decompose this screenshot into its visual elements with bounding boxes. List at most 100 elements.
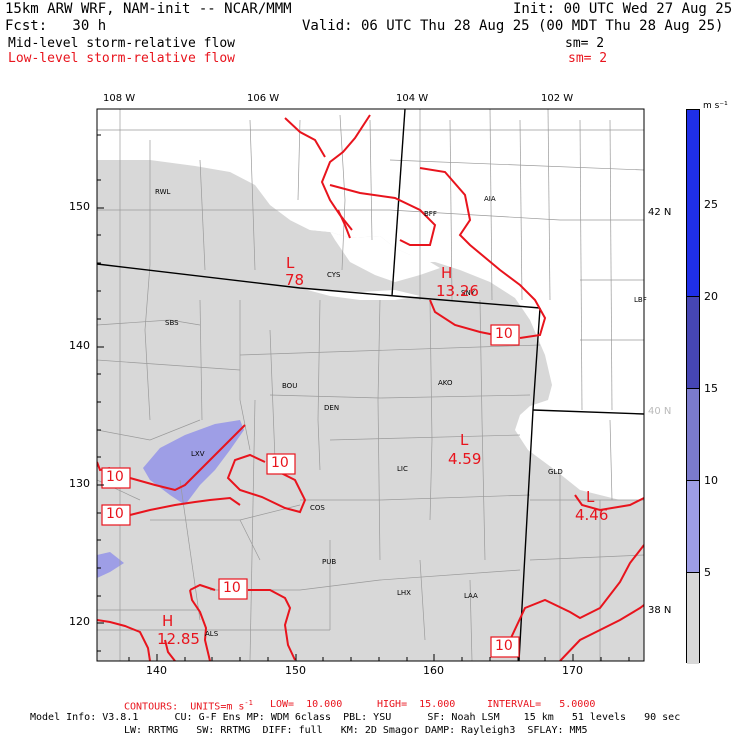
contours [97, 114, 644, 661]
field1-smoothing: sm= 2 [565, 36, 605, 51]
contour-label: 10 [495, 638, 513, 654]
x-tick-150: 150 [285, 664, 306, 677]
station-lhx: LHX [397, 589, 411, 597]
center-l-3-symbol: L [586, 488, 595, 506]
contour-bff [329, 184, 437, 246]
colorbar-label-25: 25 [704, 198, 718, 211]
shade-5-10-region [97, 160, 644, 661]
forecast-hour: Fcst: 30 h [5, 18, 107, 34]
center-h-1-value: 13.26 [436, 282, 479, 300]
station-pub: PUB [322, 558, 337, 566]
colorbar-label-15: 15 [704, 382, 718, 395]
contour-gld [574, 494, 644, 512]
colorbar-label-20: 20 [704, 290, 718, 303]
lat-label-40n: 40 N [648, 406, 672, 417]
contour-aia [419, 167, 547, 339]
init-time: Init: 00 UTC Wed 27 Aug 25 [513, 1, 733, 17]
station-ako: AKO [438, 379, 453, 387]
valid-time: Valid: 06 UTC Thu 28 Aug 25 (00 MDT Thu … [302, 18, 724, 34]
field2-title: Low-level storm-relative flow [8, 51, 235, 66]
station-aia: AIA [484, 195, 496, 203]
contour-label-boxes [101, 324, 520, 658]
bottom-ticks [128, 654, 630, 661]
center-l-2-symbol: L [460, 431, 469, 449]
contour-top-3 [337, 209, 351, 239]
station-cys: CYS [327, 271, 341, 279]
footer-interval: INTERVAL= 5.0000 [487, 699, 596, 710]
lat-label-38n: 38 N [648, 605, 672, 616]
station-laa: LAA [464, 592, 478, 600]
footer-low: LOW= 10.000 [270, 699, 343, 710]
lon-label-102w: 102 W [541, 93, 574, 104]
contour-cos [226, 453, 307, 514]
colorbar-segment-10-15 [687, 480, 699, 572]
footer-high: HIGH= 15.000 [377, 699, 456, 710]
colorbar-segment-25plus [687, 110, 699, 296]
colorbar-segment-15-20 [687, 388, 699, 480]
field2-smoothing: sm= 2 [568, 51, 608, 66]
x-tick-140: 140 [146, 664, 167, 677]
contour-center-2 [248, 589, 296, 661]
station-lbf: LBF [634, 296, 647, 304]
contour-label: 10 [106, 469, 124, 485]
station-sny: SNY [461, 289, 475, 297]
footer-model-info-2: LW: RRTMG SW: RRTMG DIFF: full KM: 2D Sm… [124, 725, 588, 736]
center-h-2-value: 12.85 [157, 630, 200, 648]
y-tick-130: 130 [69, 477, 90, 490]
footer-model-info-1: Model Info: V3.8.1 CU: G-F Ens MP: WDM 6… [30, 712, 681, 723]
left-ticks [97, 134, 104, 652]
x-tick-170: 170 [562, 664, 583, 677]
lon-label-106w: 106 W [247, 93, 280, 104]
contour-br-2 [559, 604, 644, 661]
ne-ks-border [532, 409, 644, 415]
wy-co-ne-border [97, 263, 541, 309]
lon-label-104w: 104 W [396, 93, 429, 104]
center-h-2-symbol: H [162, 612, 174, 630]
contour-left-2 [129, 496, 241, 516]
station-als: ALS [205, 630, 219, 638]
lon-label-108w: 108 W [103, 93, 136, 104]
station-cos: COS [310, 504, 325, 512]
wy-ne-border [391, 109, 406, 297]
contour-top-1 [284, 117, 326, 158]
county-lines [97, 109, 644, 661]
center-l-2-value: 4.59 [448, 450, 482, 468]
contour-label: 10 [223, 580, 241, 596]
colorbar-units: m s⁻¹ [703, 101, 728, 111]
lat-label-42n: 42 N [648, 207, 672, 218]
shade-10-15-region-2 [97, 552, 124, 578]
contour-br-1 [509, 544, 644, 641]
contour-label: 10 [271, 455, 289, 471]
colorbar-segment-5-10 [687, 572, 699, 664]
colorbar-label-10: 10 [704, 474, 718, 487]
contour-left-1 [129, 424, 246, 492]
map-frame [96, 108, 645, 662]
y-tick-150: 150 [69, 200, 90, 213]
x-tick-160: 160 [423, 664, 444, 677]
model-title: 15km ARW WRF, NAM-init -- NCAR/MMM [5, 1, 292, 17]
center-l-1-value: 78 [285, 271, 305, 289]
field1-title: Mid-level storm-relative flow [8, 36, 235, 51]
station-gld: GLD [548, 468, 563, 476]
contour-center-1 [189, 583, 216, 591]
colorbar-label-5: 5 [704, 566, 711, 579]
contour-center-3 [189, 589, 211, 661]
shade-10-15-region [143, 420, 244, 505]
station-lxv: LXV [191, 450, 205, 458]
contour-bottom-left-2 [164, 639, 176, 661]
footer-contours: CONTOURS: UNITS=m s-1 [124, 699, 253, 713]
contour-bottom-left [97, 619, 151, 661]
contour-label: 10 [106, 506, 124, 522]
contour-label: 10 [495, 326, 513, 342]
state-borders [97, 109, 644, 661]
station-bou: BOU [282, 382, 298, 390]
shade-gap [290, 185, 440, 282]
y-tick-120: 120 [69, 615, 90, 628]
station-bff: BFF [424, 210, 437, 218]
center-l-3-value: 4.46 [575, 506, 609, 524]
center-l-1-symbol: L [286, 254, 295, 272]
station-sbs: SBS [165, 319, 179, 327]
colorbar [686, 109, 700, 664]
y-tick-140: 140 [69, 339, 90, 352]
